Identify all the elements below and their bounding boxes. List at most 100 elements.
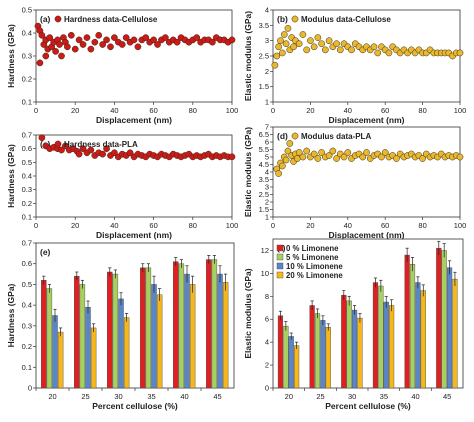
x-tick-label: 20 [71, 221, 79, 230]
x-axis-label: Percent cellulose (%) [92, 401, 178, 411]
data-point [67, 31, 75, 39]
data-point [282, 40, 290, 48]
data-point [303, 46, 311, 54]
y-tick-label: 1.5 [259, 82, 269, 91]
data-point [162, 34, 169, 41]
x-axis-label: Displacement (nm) [328, 230, 404, 240]
x-tick-label: 0 [34, 106, 38, 115]
data-point [103, 36, 110, 44]
data-point [299, 153, 307, 161]
x-tick-label: 100 [454, 221, 467, 230]
data-point [419, 155, 426, 162]
y-tick-label: 2 [265, 67, 269, 76]
y-tick-label: 0.3 [22, 321, 32, 330]
y-tick-label: 0.3 [22, 52, 32, 61]
data-point [282, 156, 290, 164]
y-axis-label: Elastic modulus (GPa) [243, 11, 253, 101]
data-point [118, 41, 126, 48]
y-tick-label: 0.2 [22, 342, 32, 351]
data-point [126, 149, 134, 157]
x-axis-label: Displacement (nm) [96, 230, 172, 240]
data-point [275, 170, 282, 177]
bar [277, 315, 284, 389]
bar [320, 320, 326, 389]
x-tick-label: 80 [418, 106, 426, 115]
y-axis-label: Hardness (GPa) [6, 144, 16, 208]
bar [140, 267, 146, 389]
x-tick-label: 60 [381, 106, 389, 115]
bar [404, 254, 410, 389]
data-point [83, 34, 91, 41]
y-tick-label: 3 [265, 36, 269, 45]
data-point [107, 43, 114, 51]
data-point [111, 34, 118, 41]
data-point [173, 38, 181, 46]
y-tick-label: 0.5 [22, 280, 32, 289]
y-tick-label: 0.1 [22, 98, 32, 107]
bar [294, 345, 300, 389]
y-tick-label: 12 [261, 246, 269, 255]
data-point [284, 147, 292, 155]
data-point [333, 155, 340, 162]
data-point [142, 34, 150, 41]
x-tick-label: 80 [189, 106, 197, 115]
x-tick-label: 100 [226, 106, 239, 115]
x-tick-label: 25 [316, 392, 324, 401]
data-point [325, 37, 333, 45]
bar [46, 288, 53, 389]
data-point [95, 31, 103, 39]
x-tick-label: 0 [271, 221, 275, 230]
bar [123, 317, 130, 389]
x-tick-label: 30 [348, 392, 356, 401]
legend-label: Modulus data-PLA [301, 132, 371, 141]
data-point [87, 45, 95, 53]
data-point [333, 40, 340, 48]
data-point [325, 152, 333, 159]
bar [309, 305, 315, 389]
x-tick-label: 40 [411, 392, 419, 401]
y-tick-label: 1 [265, 98, 269, 107]
x-tick-label: 40 [344, 221, 352, 230]
y-tick-label: 8 [265, 292, 269, 301]
y-tick-label: 3.5 [259, 21, 269, 30]
x-tick-label: 20 [71, 106, 79, 115]
y-tick-label: 10 [261, 269, 269, 278]
y-axis-label: Hardness (GPa) [6, 283, 16, 347]
data-point [299, 31, 307, 38]
x-tick-label: 40 [110, 106, 118, 115]
bar [415, 282, 421, 389]
data-point [150, 36, 157, 44]
y-tick-label: 6 [265, 138, 269, 147]
data-point [38, 31, 46, 39]
legend-label: 20 % Limonene [286, 271, 343, 280]
data-point [359, 153, 367, 161]
data-point [75, 150, 83, 158]
data-point [228, 36, 236, 44]
panel-c: 0.1 0.2 0.3 0.4 0.5 0.6 0.7 Hardness (GPa) Displ… [6, 131, 238, 241]
bar [90, 327, 97, 389]
bar [283, 325, 289, 389]
data-point [46, 34, 54, 41]
x-tick-label: 20 [306, 106, 314, 115]
bar [52, 315, 58, 389]
data-point [303, 147, 311, 155]
data-point [279, 162, 286, 170]
x-tick-label: 20 [48, 392, 56, 401]
bar [107, 271, 113, 389]
y-tick-label: 0.2 [22, 199, 32, 208]
bar [145, 267, 152, 389]
data-point [62, 142, 69, 150]
legend-marker [54, 140, 62, 148]
y-tick-label: 1.5 [259, 205, 269, 214]
data-point [130, 36, 138, 44]
data-point [286, 140, 294, 147]
bar [74, 275, 80, 389]
legend-label: Modulus data-Cellulose [301, 15, 391, 24]
bar [420, 290, 426, 389]
panel-letter: (b) [277, 14, 288, 24]
bar [351, 309, 358, 389]
y-axis-label: Elastic modulus (GPa) [243, 127, 253, 217]
y-tick-label: 5.5 [259, 145, 269, 154]
x-axis-label: Displacement (nm) [328, 115, 404, 125]
